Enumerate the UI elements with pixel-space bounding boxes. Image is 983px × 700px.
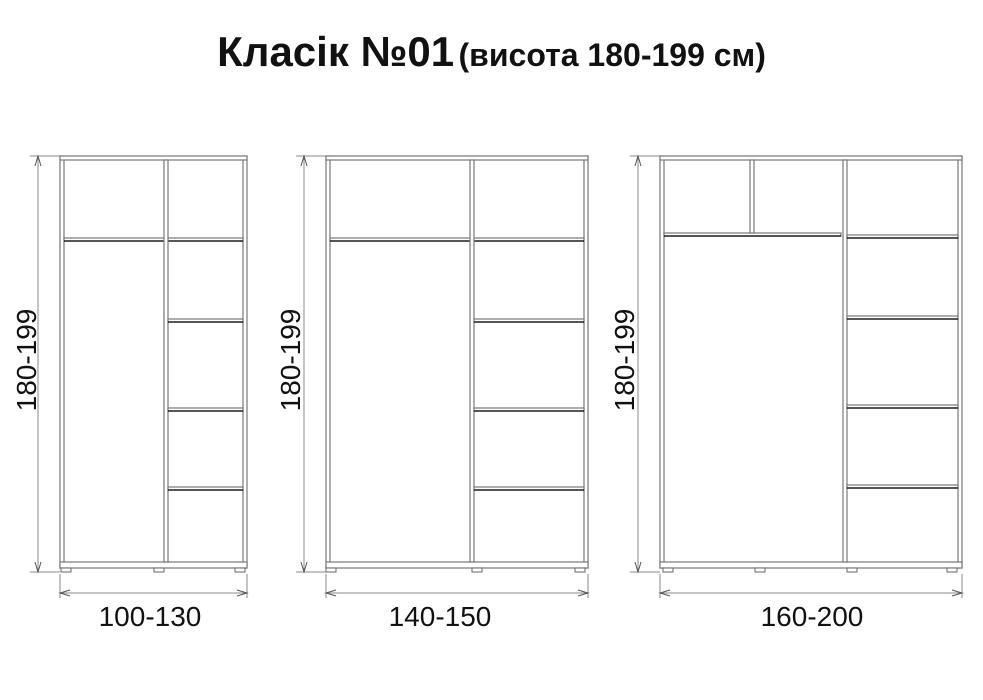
foot	[60, 567, 72, 573]
top-panel	[659, 155, 963, 161]
arrow-down-icon	[634, 561, 642, 574]
arrow-right-icon	[577, 589, 590, 597]
divider	[749, 159, 755, 234]
width-label-2: 140-150	[389, 601, 492, 632]
side-panel	[659, 155, 665, 569]
arrow-right-icon	[951, 589, 964, 597]
arrow-down-icon	[300, 561, 308, 574]
foot	[846, 567, 858, 573]
top-panel	[325, 155, 589, 161]
arrow-up-icon	[300, 154, 308, 167]
wardrobe-3	[630, 154, 964, 598]
foot	[325, 567, 337, 573]
foot	[234, 567, 246, 573]
arrow-left-icon	[324, 589, 337, 597]
title-sub: (висота 180-199 см)	[458, 37, 766, 73]
height-label-2: 180-199	[275, 309, 306, 412]
divider	[163, 159, 169, 563]
arrow-up-icon	[634, 154, 642, 167]
wardrobe-2	[296, 154, 590, 598]
height-label-1: 180-199	[11, 309, 42, 412]
width-label-3: 160-200	[761, 601, 864, 632]
side-panel	[59, 155, 65, 569]
top-panel	[59, 155, 248, 161]
arrow-down-icon	[34, 561, 42, 574]
foot	[574, 567, 586, 573]
height-label-3: 180-199	[609, 309, 640, 412]
side-panel	[957, 155, 963, 569]
arrow-left-icon	[658, 589, 671, 597]
wardrobe-1	[30, 154, 249, 598]
width-label-1: 100-130	[99, 601, 202, 632]
page-title: Класік №01 (висота 180-199 см)	[0, 28, 983, 76]
side-panel	[325, 155, 331, 569]
foot	[662, 567, 674, 573]
arrow-right-icon	[236, 589, 249, 597]
plinth	[659, 561, 963, 569]
foot	[471, 567, 483, 573]
arrow-left-icon	[58, 589, 71, 597]
foot	[946, 567, 958, 573]
foot	[153, 567, 165, 573]
foot	[754, 567, 766, 573]
divider	[469, 159, 475, 563]
side-panel	[242, 155, 248, 569]
plinth	[325, 561, 589, 569]
side-panel	[583, 155, 589, 569]
title-main: Класік №01	[217, 28, 455, 75]
plinth	[59, 561, 248, 569]
divider	[842, 159, 848, 563]
arrow-up-icon	[34, 154, 42, 167]
